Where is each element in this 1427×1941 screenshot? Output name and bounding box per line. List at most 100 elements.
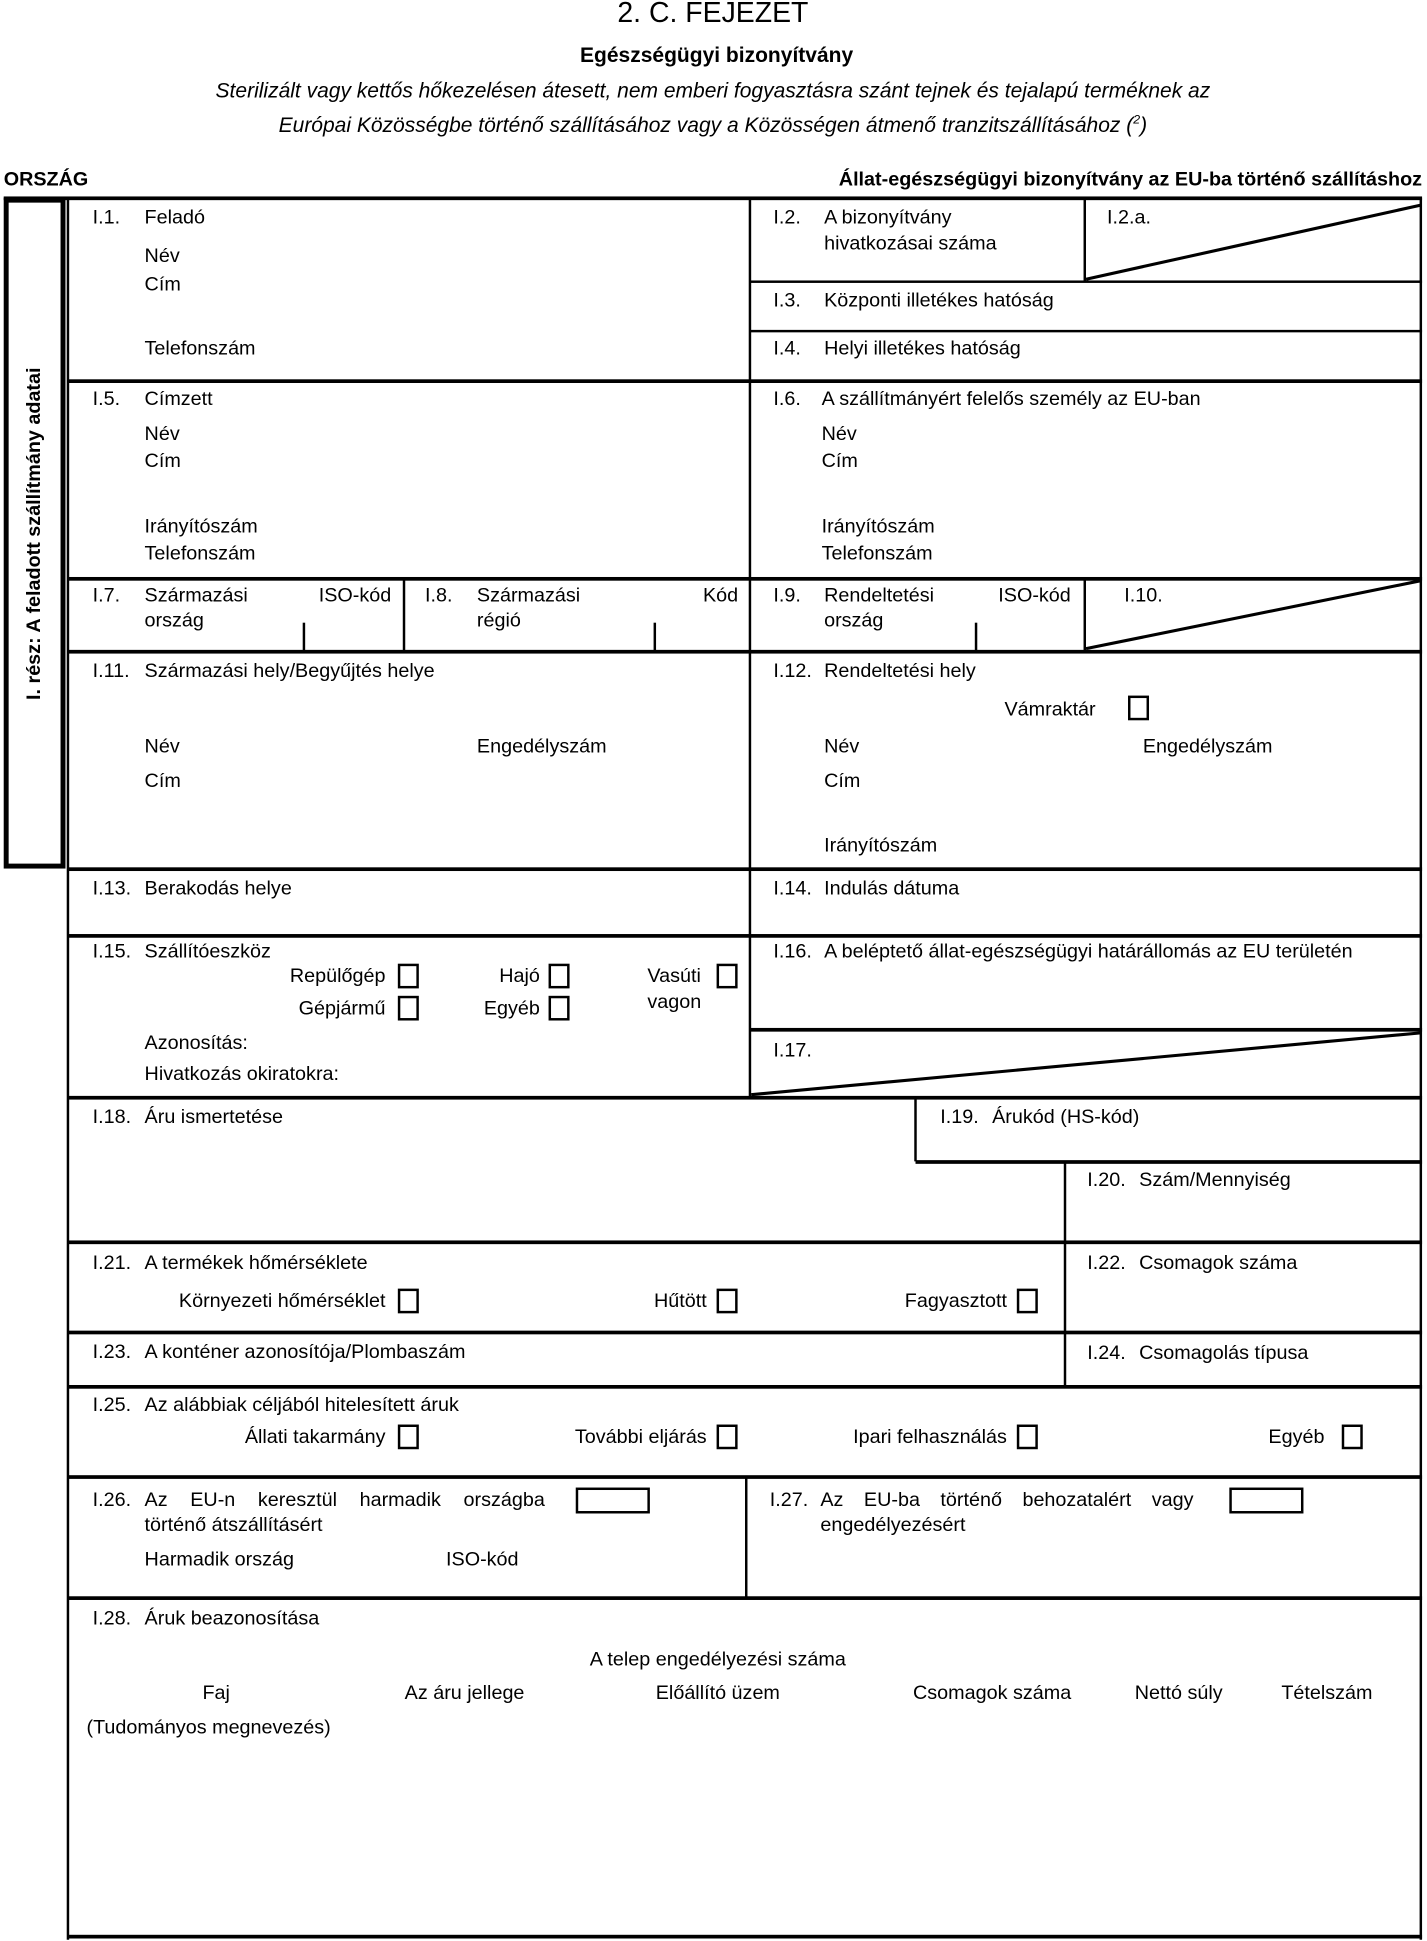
- destination-postcode-label: Irányítószám: [824, 835, 938, 857]
- strike-i17: [751, 1031, 1421, 1097]
- transit-label: Az EU-n keresztül harmadik országba: [144, 1490, 545, 1512]
- further-processing-checkbox[interactable]: [716, 1424, 738, 1450]
- divider: [915, 1160, 1423, 1164]
- ship-checkbox[interactable]: [548, 963, 570, 989]
- place-of-origin-label: Származási hely/Begyűjtés helye: [144, 660, 435, 682]
- industrial-use-checkbox[interactable]: [1016, 1424, 1038, 1450]
- import-label-2: engedélyezésért: [820, 1514, 966, 1536]
- cert-ref-label-2: hivatkozásai száma: [824, 233, 997, 255]
- field-number: I.6.: [773, 389, 801, 411]
- field-number: I.5.: [92, 389, 121, 411]
- third-country-iso-label: ISO-kód: [446, 1549, 519, 1571]
- packages-count-label: Csomagok száma: [1139, 1252, 1298, 1274]
- origin-address-label: Cím: [144, 770, 181, 792]
- third-country-label: Harmadik ország: [144, 1549, 294, 1571]
- strike-i2a: [1085, 203, 1422, 281]
- description-label: Áru ismertetése: [144, 1107, 283, 1129]
- field-number: I.28.: [92, 1608, 132, 1630]
- field-number: I.13.: [92, 878, 132, 900]
- container-seal-label: A konténer azonosítója/Plombaszám: [144, 1341, 466, 1363]
- field-number: I.12.: [773, 660, 812, 682]
- bonded-warehouse-checkbox[interactable]: [1128, 695, 1150, 721]
- central-authority-label: Központi illetékes hatóság: [824, 290, 1054, 312]
- field-number: I.22.: [1087, 1252, 1126, 1274]
- aeroplane-checkbox[interactable]: [397, 963, 419, 989]
- subtitle-line-2: Európai Közösségbe történő szállításához…: [278, 109, 1148, 137]
- divider: [67, 1596, 1423, 1600]
- divider: [67, 576, 1423, 581]
- chilled-label: Hűtött: [653, 1291, 707, 1313]
- field-number: I.20.: [1087, 1170, 1126, 1192]
- ambient-checkbox[interactable]: [397, 1288, 419, 1314]
- import-checkbox[interactable]: [1229, 1487, 1304, 1514]
- railway-checkbox[interactable]: [716, 963, 738, 989]
- destination-address-label: Cím: [824, 770, 861, 792]
- certificate-type: Állat-egészségügyi bizonyítvány az EU-ba…: [838, 169, 1423, 191]
- departure-date-label: Indulás dátuma: [824, 878, 960, 900]
- field-number: I.21.: [92, 1252, 132, 1274]
- divider: [67, 867, 1423, 872]
- divider: [749, 280, 1423, 283]
- divider: [67, 1934, 1423, 1939]
- country-label: ORSZÁG: [3, 169, 89, 191]
- feed-checkbox[interactable]: [397, 1424, 419, 1450]
- page-title: Egészségügyi bizonyítvány: [580, 43, 854, 67]
- place-of-destination-label: Rendeltetési hely: [824, 660, 976, 682]
- import-label: Az EU-ba történő behozatalért vagy: [820, 1490, 1194, 1512]
- divider: [67, 649, 1423, 654]
- commodity-code-label: Árukód (HS-kód): [992, 1107, 1140, 1129]
- destination-country-label: Rendeltetési: [824, 585, 934, 607]
- railway-label-2: vagon: [647, 992, 702, 1014]
- local-authority-label: Helyi illetékes hatóság: [824, 338, 1021, 360]
- bonded-warehouse-label: Vámraktár: [1004, 699, 1096, 721]
- consignee-postcode-label: Irányítószám: [144, 516, 258, 538]
- field-number: I.17.: [773, 1040, 812, 1062]
- entry-bip-label: A beléptető állat-egészségügyi határállo…: [824, 941, 1353, 963]
- field-number: I.4.: [773, 338, 801, 360]
- divider: [67, 379, 1423, 384]
- field-number: I.26.: [92, 1490, 132, 1512]
- field-number: I.8.: [425, 585, 453, 607]
- field-number: I.1.: [92, 207, 121, 229]
- column-header: Az áru jellege: [404, 1682, 525, 1704]
- transit-checkbox[interactable]: [575, 1487, 650, 1514]
- divider: [1083, 197, 1087, 282]
- cert-ref-label: A bizonyítvány: [824, 207, 952, 229]
- consignor-label: Feladó: [144, 207, 205, 229]
- other-transport-checkbox[interactable]: [548, 995, 570, 1021]
- responsible-person-label: A szállítmányért felelős személy az EU-b…: [821, 389, 1201, 411]
- field-number: I.27.: [769, 1490, 809, 1512]
- origin-approval-label: Engedélyszám: [476, 736, 607, 758]
- origin-country-label-2: ország: [144, 610, 204, 632]
- field-number: I.23.: [92, 1341, 132, 1363]
- chilled-checkbox[interactable]: [716, 1288, 738, 1314]
- subtitle-text: Európai Közösségbe történő szállításához…: [278, 113, 1134, 137]
- column-header: Előállító üzem: [655, 1682, 780, 1704]
- road-vehicle-label: Gépjármű: [298, 998, 386, 1020]
- divider: [1063, 1161, 1067, 1387]
- consignee-address-label: Cím: [144, 450, 181, 472]
- divider: [914, 1097, 917, 1162]
- divider: [67, 1240, 1423, 1245]
- goods-identification-label: Áruk beazonosítása: [144, 1608, 320, 1630]
- divider: [402, 578, 406, 652]
- other-purpose-label: Egyéb: [1268, 1427, 1325, 1449]
- divider: [66, 197, 70, 1940]
- origin-region-label: Származási: [476, 585, 581, 607]
- field-number: I.16.: [773, 941, 812, 963]
- road-vehicle-checkbox[interactable]: [397, 995, 419, 1021]
- consignee-label: Címzett: [144, 389, 213, 411]
- other-purpose-checkbox[interactable]: [1341, 1424, 1363, 1450]
- quantity-label: Szám/Mennyiség: [1139, 1170, 1291, 1192]
- divider: [653, 622, 657, 652]
- origin-region-label-2: régió: [476, 610, 521, 632]
- ambient-label: Környezeti hőmérséklet: [178, 1291, 386, 1313]
- column-header: Csomagok száma: [913, 1682, 1072, 1704]
- destination-approval-label: Engedélyszám: [1142, 736, 1273, 758]
- transit-label-2: történő átszállításért: [144, 1514, 323, 1536]
- field-number: I.2.: [773, 207, 801, 229]
- field-number: I.10.: [1124, 585, 1163, 607]
- frozen-checkbox[interactable]: [1016, 1288, 1038, 1314]
